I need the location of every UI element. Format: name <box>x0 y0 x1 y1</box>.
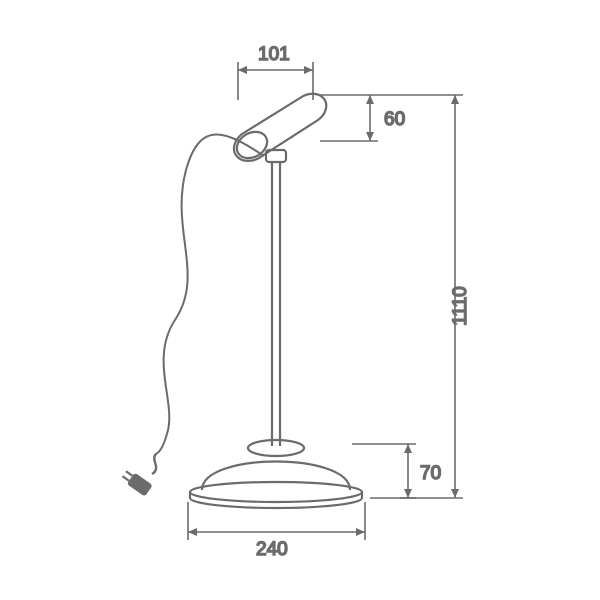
lamp-head <box>232 94 326 164</box>
dim-base-width-label: 240 <box>256 539 288 560</box>
lamp-dimension-diagram: 101 60 1110 70 <box>0 0 600 600</box>
lamp-stem <box>272 162 280 446</box>
power-cord <box>120 134 264 496</box>
dim-total-height-label: 1110 <box>450 286 471 325</box>
dim-base-width: 240 <box>188 502 365 560</box>
lamp-outline <box>120 94 362 508</box>
dim-head-width-label: 101 <box>258 44 290 65</box>
dim-head-height: 60 <box>320 95 405 141</box>
dim-head-height-label: 60 <box>384 109 405 130</box>
dim-total-height: 1110 <box>370 95 471 498</box>
dim-base-height-label: 70 <box>420 463 441 484</box>
dim-base-height: 70 <box>352 444 441 498</box>
lamp-base <box>190 440 362 508</box>
dim-head-width: 101 <box>238 44 313 100</box>
plug-icon <box>120 468 153 497</box>
